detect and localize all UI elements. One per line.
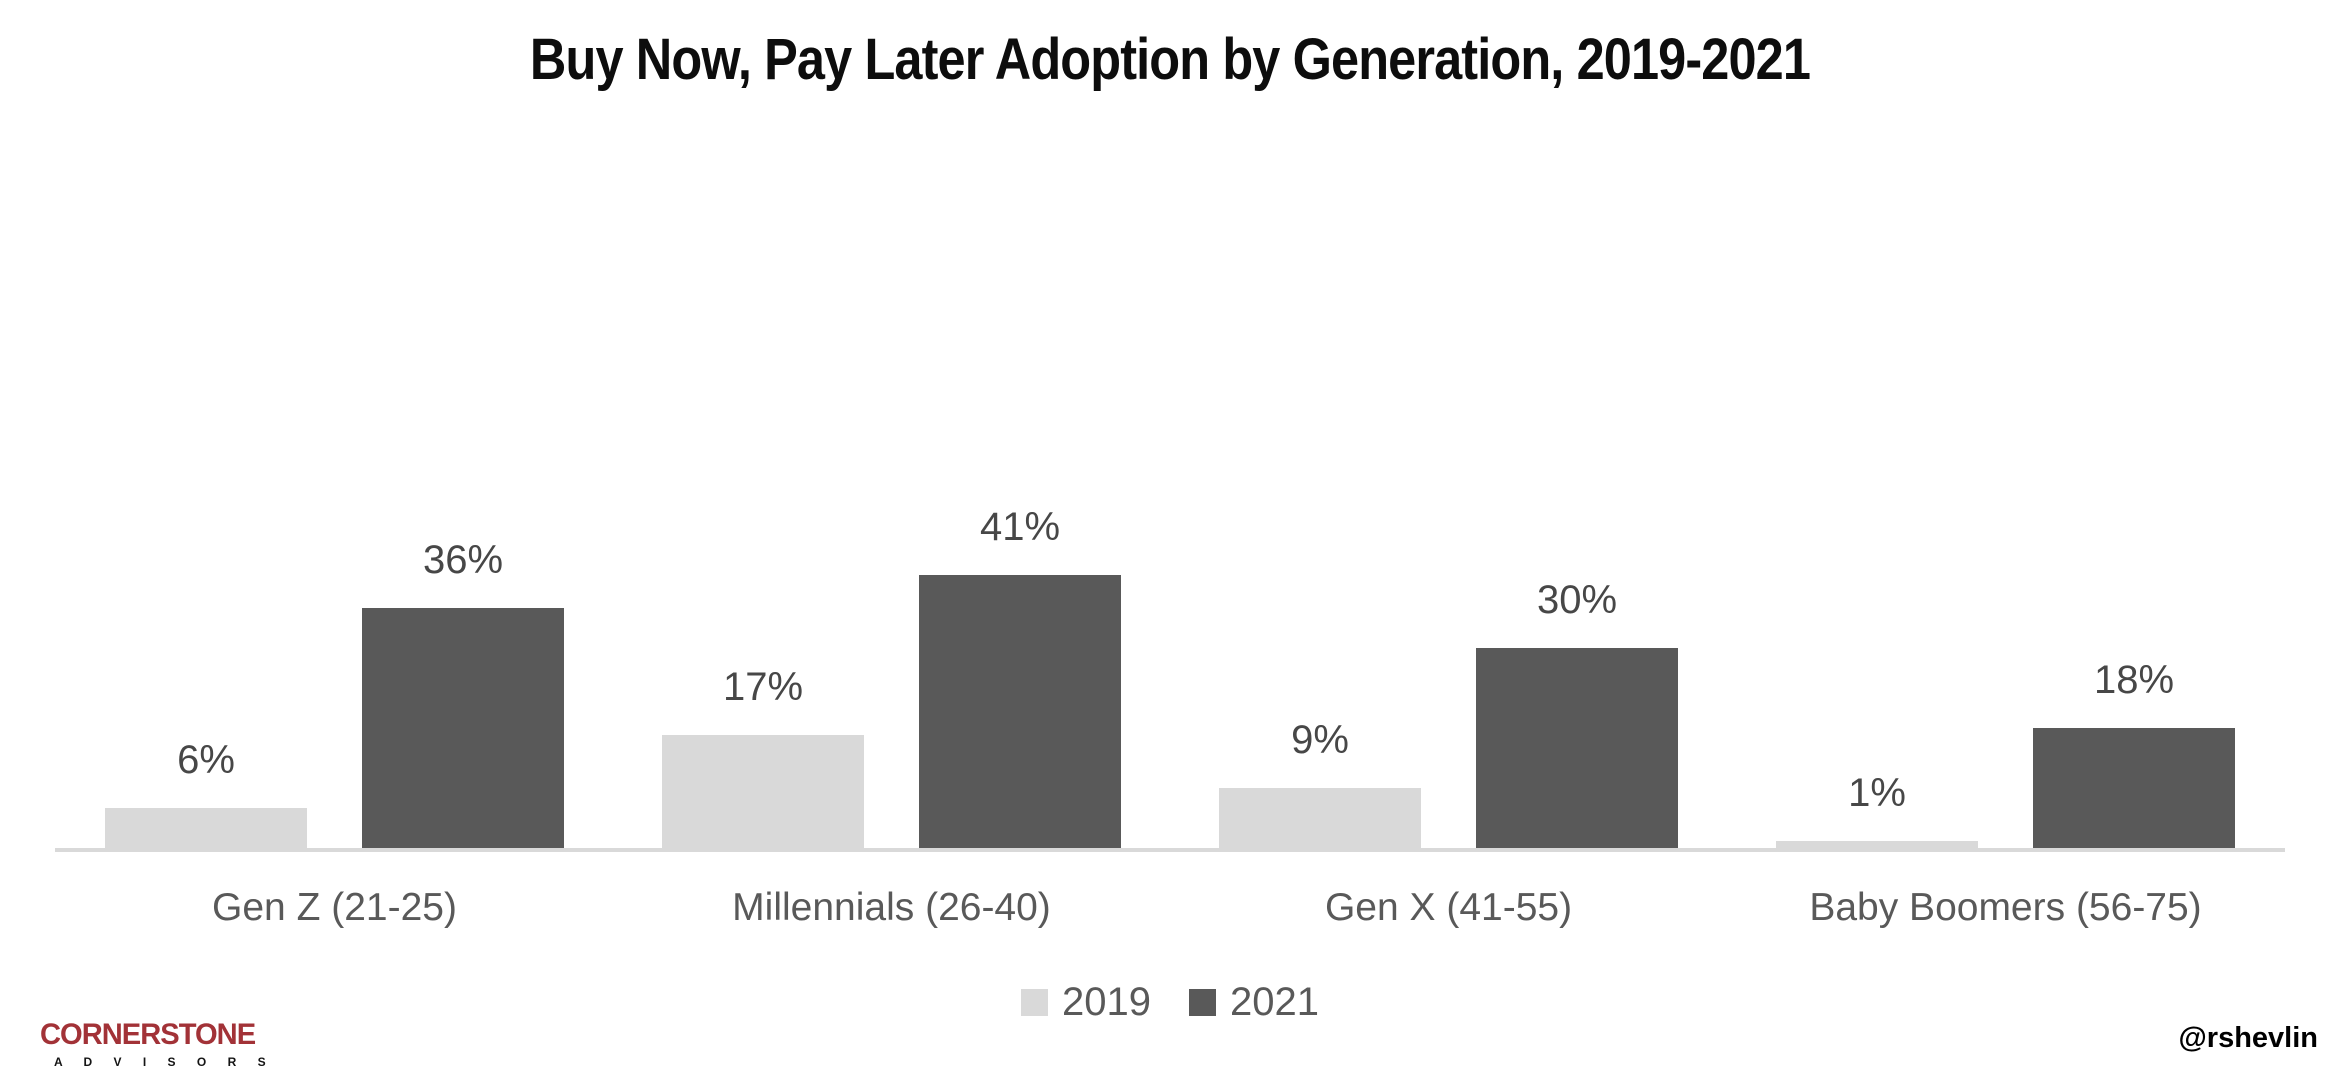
legend: 2019 2021 xyxy=(0,982,2340,1022)
bar-2019 xyxy=(1776,841,1978,848)
bar-2021 xyxy=(2033,728,2235,848)
bar-2021 xyxy=(919,575,1121,848)
legend-swatch-icon xyxy=(1189,988,1216,1016)
legend-label: 2019 xyxy=(1062,980,1151,1024)
value-label-2019: 6% xyxy=(177,738,235,782)
value-label-2019: 1% xyxy=(1848,771,1906,815)
bar-2021 xyxy=(1476,648,1678,848)
category-label: Gen X (41-55) xyxy=(1324,886,1573,929)
bar-2021 xyxy=(362,608,564,848)
value-label-2021: 36% xyxy=(422,538,504,582)
bar-2019 xyxy=(1219,788,1421,848)
value-label-2019: 17% xyxy=(722,665,804,709)
category-label: Millennials (26-40) xyxy=(732,886,1051,929)
logo-wordmark: CORNERSTONE xyxy=(40,1018,256,1051)
category-label: Baby Boomers (56-75) xyxy=(1809,886,2202,929)
chart-title: Buy Now, Pay Later Adoption by Generatio… xyxy=(529,27,1811,92)
logo-subtitle: A D V I S O R S xyxy=(54,1055,275,1069)
value-label-2021: 18% xyxy=(2093,658,2175,702)
value-label-2021: 41% xyxy=(979,505,1061,549)
legend-entry-2021: 2021 xyxy=(1189,982,1319,1022)
legend-swatch-icon xyxy=(1021,988,1049,1016)
legend-label: 2021 xyxy=(1230,980,1319,1024)
legend-entry-2019: 2019 xyxy=(1021,982,1151,1022)
category-label: Gen Z (21-25) xyxy=(212,886,457,929)
value-label-2019: 9% xyxy=(1291,718,1349,762)
x-axis-line xyxy=(55,848,2285,852)
bar-2019 xyxy=(662,735,864,848)
value-label-2021: 30% xyxy=(1536,578,1618,622)
bar-2019 xyxy=(105,808,307,848)
cornerstone-logo: CORNERSTONE A D V I S O R S xyxy=(40,1018,275,1069)
attribution-handle: @rshevlin xyxy=(2178,1022,2319,1054)
